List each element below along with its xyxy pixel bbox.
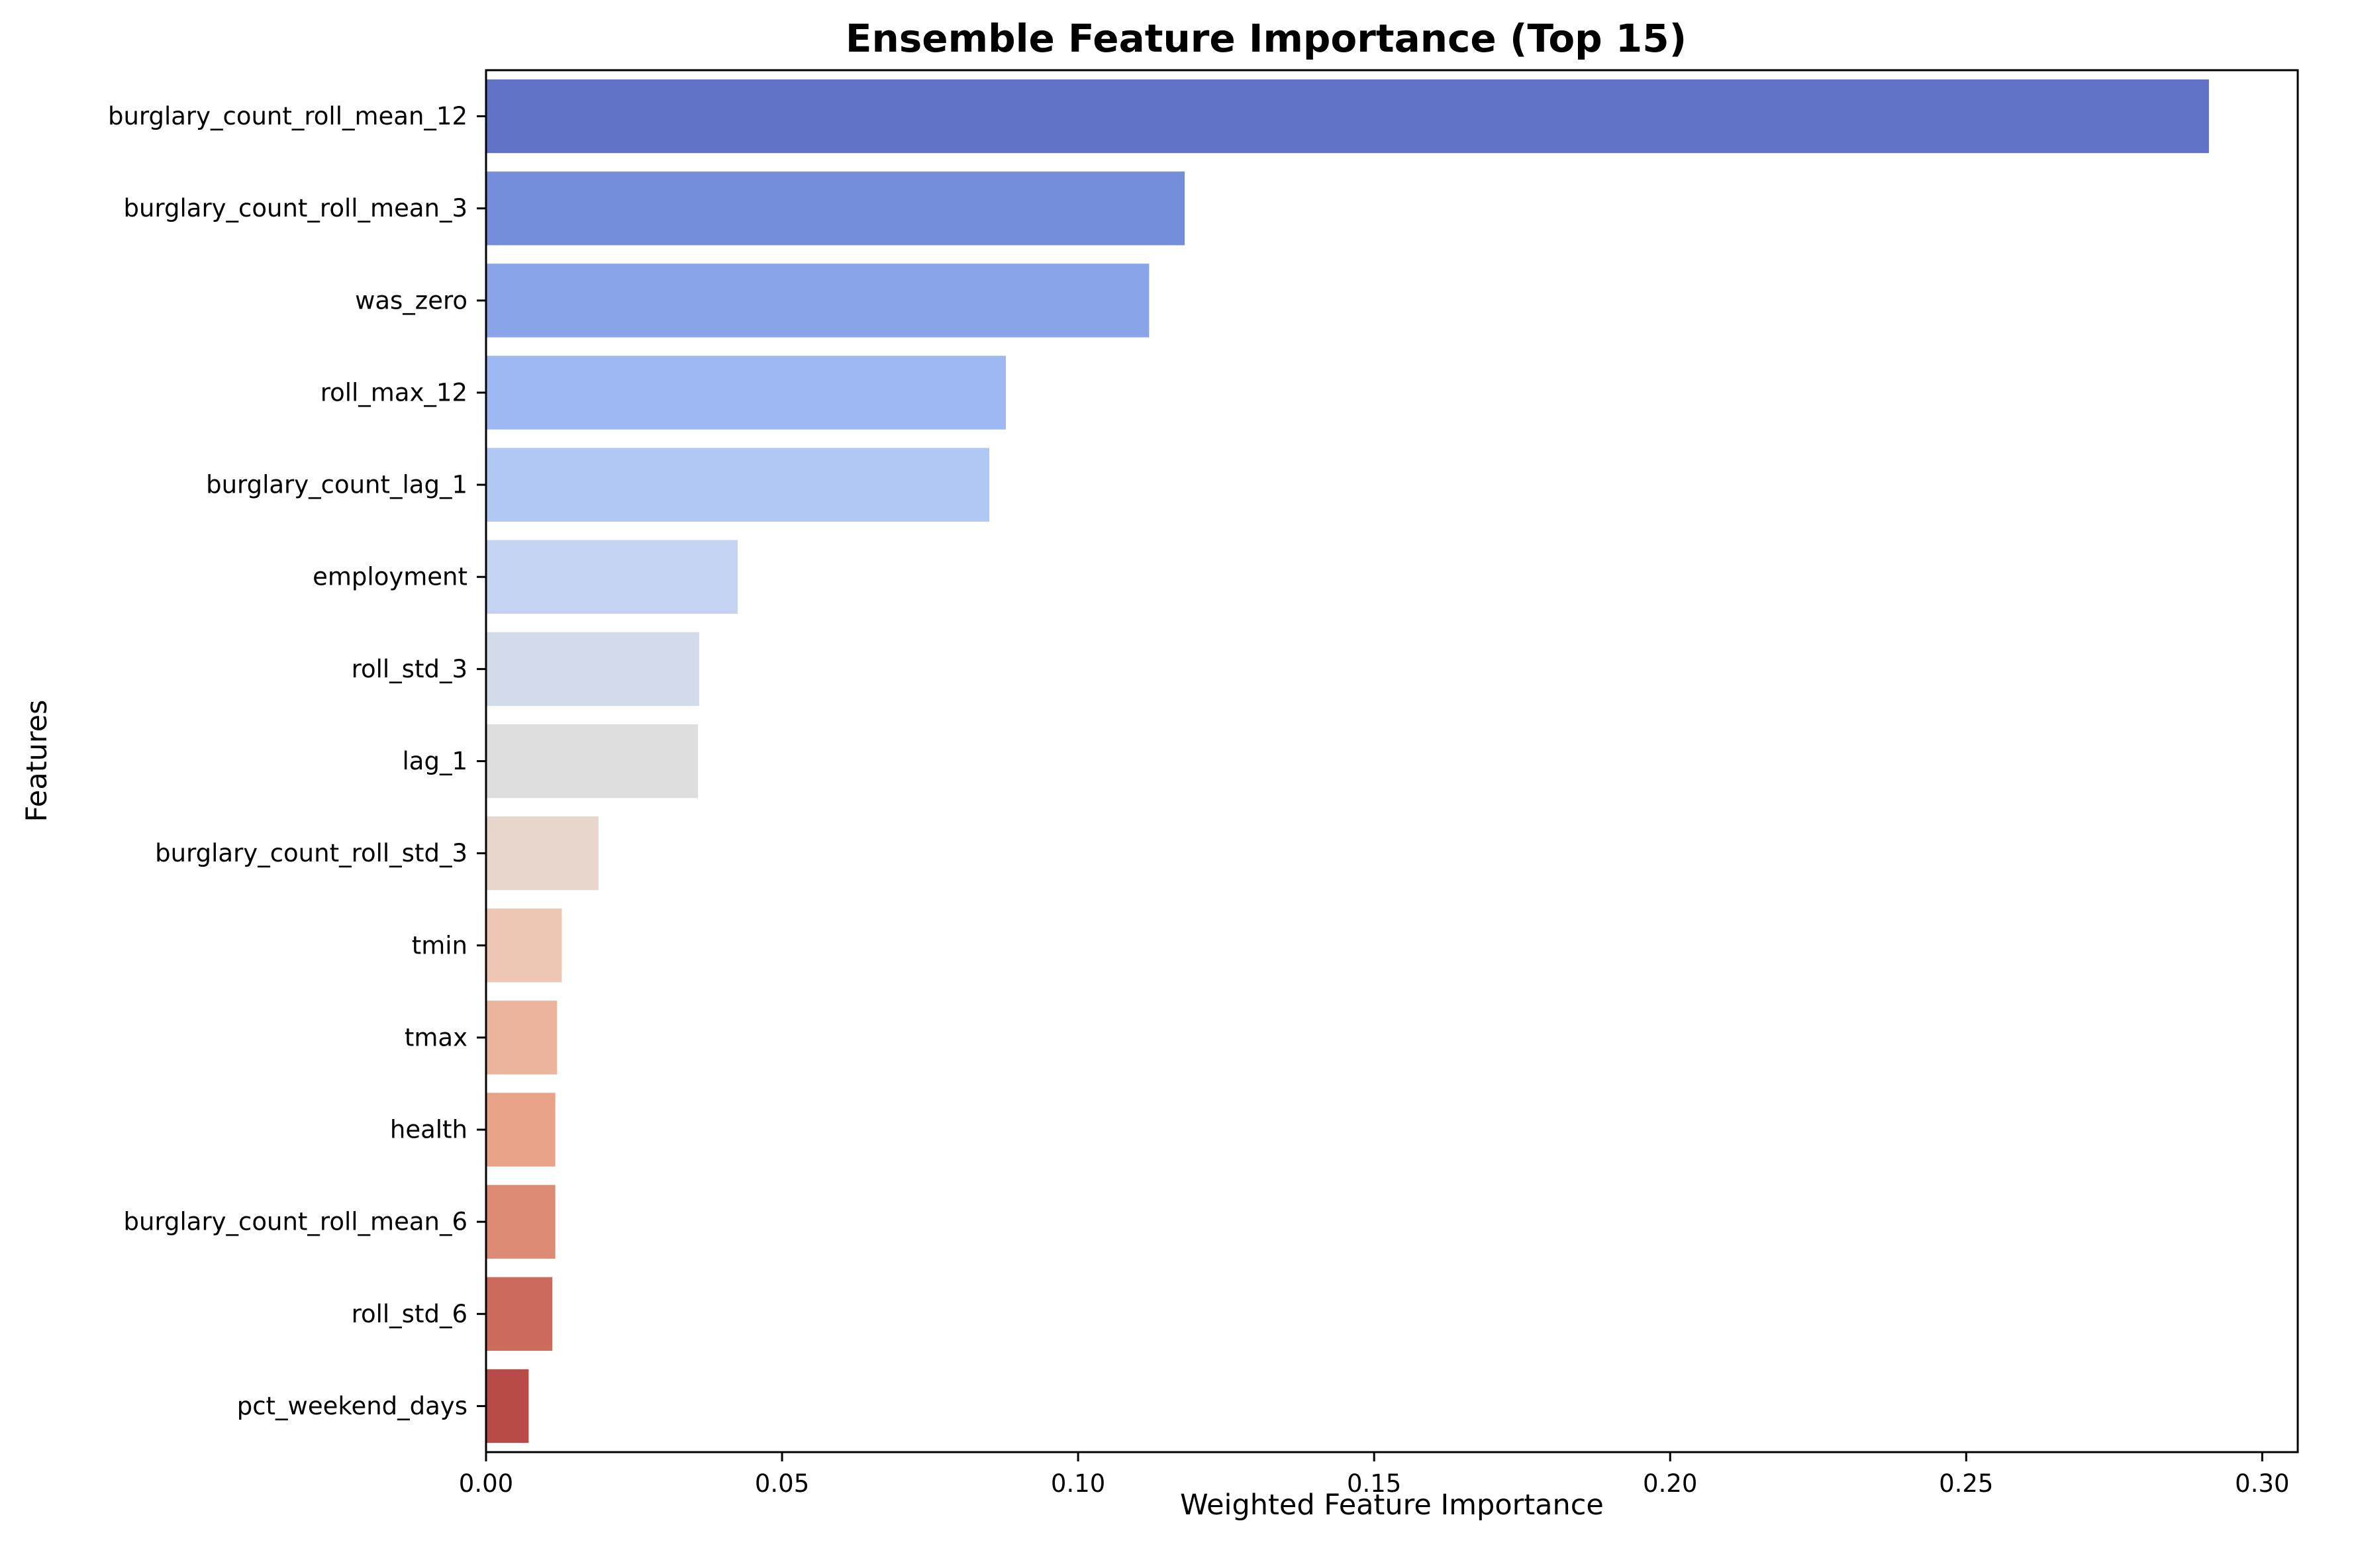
bar-roll_max_12 xyxy=(486,356,1007,430)
chart-title: Ensemble Feature Importance (Top 15) xyxy=(846,16,1687,61)
y-tick-label: lag_1 xyxy=(403,747,467,775)
bars-group xyxy=(486,79,2209,1444)
bar-burglary_count_lag_1 xyxy=(486,448,989,522)
x-tick-label: 0.10 xyxy=(1051,1469,1105,1498)
x-axis-label: Weighted Feature Importance xyxy=(1180,1489,1604,1522)
bar-burglary_count_roll_mean_12 xyxy=(486,79,2209,154)
bar-burglary_count_roll_mean_3 xyxy=(486,172,1185,246)
y-tick-label: burglary_count_roll_mean_12 xyxy=(108,102,467,130)
y-axis-ticks: burglary_count_roll_mean_12 burglary_coun… xyxy=(108,102,486,1420)
bar-health xyxy=(486,1093,556,1167)
x-tick-label: 0.15 xyxy=(1347,1469,1401,1498)
bar-lag_1 xyxy=(486,724,699,799)
bar-tmax xyxy=(486,1001,558,1075)
y-tick-label: roll_std_6 xyxy=(352,1300,467,1328)
y-tick-label: burglary_count_roll_mean_3 xyxy=(124,194,468,222)
bar-roll_std_3 xyxy=(486,632,699,707)
y-tick-label: roll_max_12 xyxy=(320,378,467,407)
x-tick-label: 0.20 xyxy=(1643,1469,1697,1498)
x-tick-label: 0.00 xyxy=(459,1469,513,1498)
x-axis-ticks: 0.00 0.05 0.10 0.15 0.20 0.25 0.30 xyxy=(459,1452,2290,1498)
y-tick-label: pct_weekend_days xyxy=(237,1392,467,1420)
bar-roll_std_6 xyxy=(486,1277,553,1351)
bar-tmin xyxy=(486,908,562,983)
y-axis-label: Features xyxy=(21,700,54,822)
plot-frame xyxy=(485,69,2299,1453)
y-tick-label: roll_std_3 xyxy=(352,655,467,683)
bar-burglary_count_roll_mean_6 xyxy=(486,1185,556,1259)
bar-burglary_count_roll_std_3 xyxy=(486,816,599,891)
x-tick-label: 0.30 xyxy=(2235,1469,2289,1498)
y-tick-label: health xyxy=(390,1116,467,1144)
y-tick-label: burglary_count_roll_std_3 xyxy=(155,839,467,867)
bar-was_zero xyxy=(486,264,1150,338)
y-tick-label: employment xyxy=(313,563,467,591)
bar-employment xyxy=(486,540,738,614)
y-tick-label: burglary_count_lag_1 xyxy=(206,471,467,499)
x-tick-label: 0.05 xyxy=(755,1469,809,1498)
y-tick-label: was_zero xyxy=(355,286,467,315)
y-tick-label: tmin xyxy=(412,931,467,959)
y-tick-label: burglary_count_roll_mean_6 xyxy=(124,1208,468,1236)
x-tick-label: 0.25 xyxy=(1939,1469,1993,1498)
bar-pct_weekend_days xyxy=(486,1369,529,1444)
y-tick-label: tmax xyxy=(405,1023,467,1052)
